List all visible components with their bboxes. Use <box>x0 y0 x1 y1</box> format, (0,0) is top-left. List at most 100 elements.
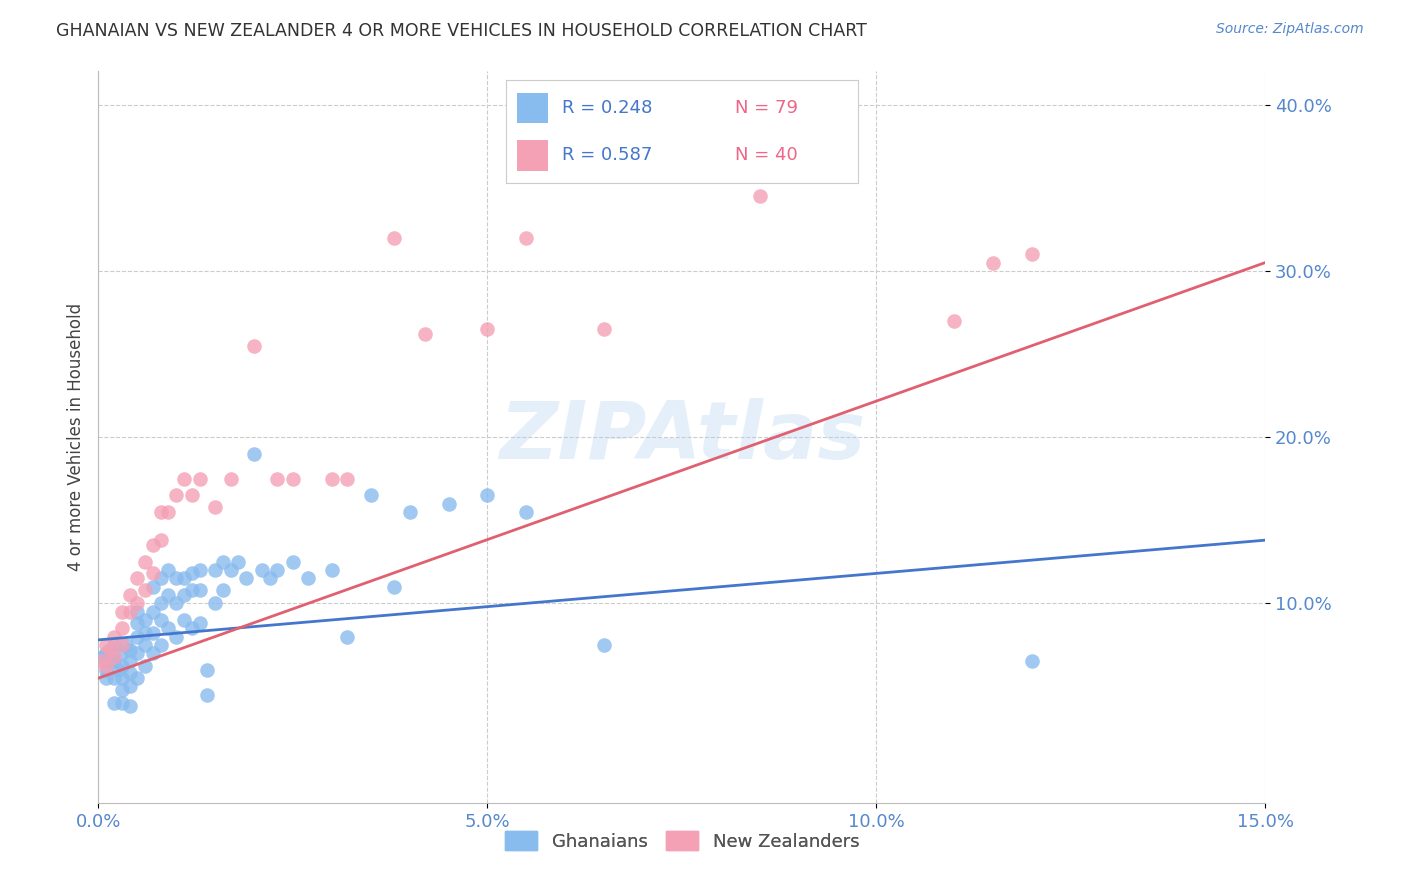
Point <box>114 638 136 652</box>
Point <box>134 638 156 652</box>
Point <box>981 255 1004 269</box>
Point <box>204 500 226 514</box>
Point <box>134 659 156 673</box>
Point <box>165 596 187 610</box>
Point <box>103 655 125 669</box>
Point <box>149 533 172 548</box>
Point <box>103 696 125 710</box>
Point <box>142 538 165 552</box>
Y-axis label: 4 or more Vehicles in Household: 4 or more Vehicles in Household <box>66 303 84 571</box>
Point <box>111 671 134 685</box>
Text: Source: ZipAtlas.com: Source: ZipAtlas.com <box>1216 22 1364 37</box>
Point <box>91 655 114 669</box>
Point <box>188 563 211 577</box>
Point <box>204 563 226 577</box>
Point <box>142 580 165 594</box>
Point <box>134 555 156 569</box>
Point <box>118 605 141 619</box>
Point <box>195 688 218 702</box>
Point <box>173 588 195 602</box>
Point <box>127 616 149 631</box>
Point <box>127 596 149 610</box>
Text: GHANAIAN VS NEW ZEALANDER 4 OR MORE VEHICLES IN HOUSEHOLD CORRELATION CHART: GHANAIAN VS NEW ZEALANDER 4 OR MORE VEHI… <box>56 22 868 40</box>
Point <box>477 488 499 502</box>
Point <box>103 630 125 644</box>
Point <box>250 563 273 577</box>
Point <box>134 613 156 627</box>
Point <box>91 649 114 664</box>
Point <box>748 189 770 203</box>
Point <box>103 638 125 652</box>
Point <box>173 472 195 486</box>
Point <box>398 505 420 519</box>
Point <box>142 646 165 660</box>
Point <box>382 580 405 594</box>
Point <box>127 630 149 644</box>
Point <box>96 646 118 660</box>
Point <box>111 646 134 660</box>
Point <box>173 613 195 627</box>
Point <box>259 571 281 585</box>
Point <box>98 643 121 657</box>
Point <box>111 621 134 635</box>
Point <box>111 682 134 697</box>
Point <box>219 472 242 486</box>
Point <box>98 655 121 669</box>
Point <box>103 649 125 664</box>
Point <box>157 505 180 519</box>
Point <box>173 571 195 585</box>
Point <box>134 582 156 597</box>
Point <box>593 638 616 652</box>
Point <box>165 571 187 585</box>
Point <box>111 605 134 619</box>
Point <box>228 555 250 569</box>
Point <box>134 626 156 640</box>
Point <box>515 505 537 519</box>
Point <box>477 322 499 336</box>
Point <box>360 488 382 502</box>
Point <box>157 563 180 577</box>
Point <box>96 659 118 673</box>
Point <box>515 230 537 244</box>
Point <box>142 605 165 619</box>
Point <box>165 488 187 502</box>
Point <box>142 626 165 640</box>
Point <box>212 555 235 569</box>
Point <box>149 638 172 652</box>
Legend: Ghanaians, New Zealanders: Ghanaians, New Zealanders <box>496 822 868 860</box>
Point <box>266 563 288 577</box>
Point <box>943 314 966 328</box>
Point <box>127 671 149 685</box>
Point <box>297 571 319 585</box>
Point <box>1021 655 1043 669</box>
Point <box>235 571 257 585</box>
Point <box>96 638 118 652</box>
Point <box>149 596 172 610</box>
Point <box>157 621 180 635</box>
Point <box>142 566 165 581</box>
Point <box>180 621 202 635</box>
Point <box>127 646 149 660</box>
Point <box>180 582 202 597</box>
Text: N = 40: N = 40 <box>734 146 797 164</box>
Point <box>111 696 134 710</box>
Point <box>118 643 141 657</box>
Point <box>243 338 266 352</box>
Point <box>188 616 211 631</box>
Point <box>336 630 359 644</box>
Point <box>149 505 172 519</box>
Point <box>180 488 202 502</box>
Point <box>243 447 266 461</box>
Point <box>118 680 141 694</box>
Point <box>188 472 211 486</box>
Text: N = 79: N = 79 <box>734 99 797 117</box>
Text: R = 0.587: R = 0.587 <box>562 146 652 164</box>
Point <box>188 582 211 597</box>
Point <box>98 643 121 657</box>
Point <box>118 666 141 681</box>
Point <box>127 605 149 619</box>
Point <box>212 582 235 597</box>
Text: ZIPAtlas: ZIPAtlas <box>499 398 865 476</box>
Text: R = 0.248: R = 0.248 <box>562 99 652 117</box>
Point <box>1021 247 1043 261</box>
